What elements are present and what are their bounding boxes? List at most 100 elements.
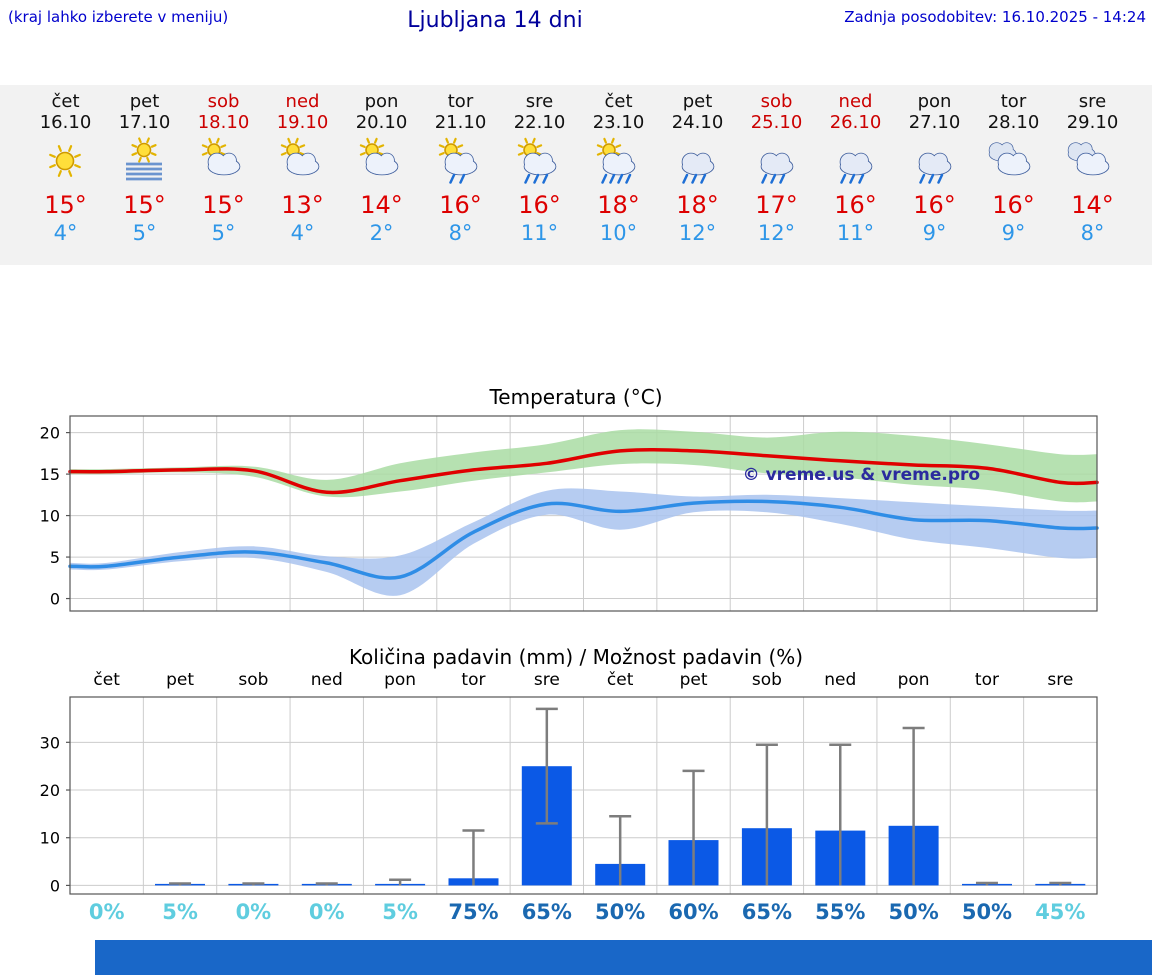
day-column[interactable]: tor 21.10 16° 8° xyxy=(421,85,500,265)
svg-text:sre: sre xyxy=(1047,670,1073,690)
max-temperature: 14° xyxy=(1071,191,1114,219)
day-icon-wrap xyxy=(342,137,421,185)
day-icon-wrap xyxy=(500,137,579,185)
day-column[interactable]: sob 18.10 15° 5° xyxy=(184,85,263,265)
day-icon-wrap xyxy=(895,137,974,185)
svg-text:30: 30 xyxy=(40,733,60,752)
max-temperature: 17° xyxy=(755,191,798,219)
cloudy-icon xyxy=(988,142,1030,176)
svg-text:tor: tor xyxy=(975,670,999,690)
max-temperature: 16° xyxy=(834,191,877,219)
max-temperature: 16° xyxy=(992,191,1035,219)
min-temperature: 4° xyxy=(53,221,78,245)
day-column[interactable]: sob 25.10 17° 12° xyxy=(737,85,816,265)
day-date: 21.10 xyxy=(434,112,487,133)
min-temperature: 8° xyxy=(1080,221,1105,245)
day-column[interactable]: ned 26.10 16° 11° xyxy=(816,85,895,265)
day-column[interactable]: pet 24.10 18° 12° xyxy=(658,85,737,265)
svg-text:ned: ned xyxy=(311,670,343,690)
svg-text:0%: 0% xyxy=(236,900,272,924)
min-temperature: 9° xyxy=(922,221,947,245)
svg-text:75%: 75% xyxy=(448,900,498,924)
day-name: sre xyxy=(525,91,554,112)
svg-text:pon: pon xyxy=(384,670,416,690)
day-icon-wrap xyxy=(737,137,816,185)
svg-text:ned: ned xyxy=(824,670,856,690)
day-date: 17.10 xyxy=(118,112,171,133)
max-temperature: 18° xyxy=(597,191,640,219)
max-temperature: 15° xyxy=(202,191,245,219)
sunny-icon xyxy=(48,145,81,177)
svg-text:50%: 50% xyxy=(595,900,645,924)
day-icon-wrap xyxy=(421,137,500,185)
day-column[interactable]: sre 22.10 16° 11° xyxy=(500,85,579,265)
day-name: tor xyxy=(447,91,474,112)
day-name: sre xyxy=(1078,91,1107,112)
svg-text:0%: 0% xyxy=(309,900,345,924)
day-name: čet xyxy=(604,91,633,112)
day-column[interactable]: sre 29.10 14° 8° xyxy=(1053,85,1132,265)
svg-text:65%: 65% xyxy=(522,900,572,924)
svg-text:čet: čet xyxy=(93,670,120,690)
day-icon-wrap xyxy=(974,137,1053,185)
temperature-chart-title: Temperatura (°C) xyxy=(489,385,663,409)
rain-icon xyxy=(760,152,793,184)
last-update: Zadnja posodobitev: 16.10.2025 - 14:24 xyxy=(844,8,1146,26)
day-name: pon xyxy=(364,91,399,112)
day-column[interactable]: pet 17.10 15° 5° xyxy=(105,85,184,265)
max-temperature: 14° xyxy=(360,191,403,219)
rain-icon xyxy=(918,152,951,184)
partly-cloudy-icon xyxy=(201,137,240,176)
day-icon-wrap xyxy=(658,137,737,185)
precipitation-chart: 0 10 20 30 čet pet sob ned pon tor sre čet pet sob ned… xyxy=(40,670,1098,924)
day-icon-wrap xyxy=(1053,137,1132,185)
svg-text:sre: sre xyxy=(534,670,560,690)
day-column[interactable]: pon 20.10 14° 2° xyxy=(342,85,421,265)
day-date: 26.10 xyxy=(829,112,882,133)
day-name: ned xyxy=(285,91,320,112)
day-name: pon xyxy=(917,91,952,112)
svg-text:pet: pet xyxy=(680,670,708,690)
cloudy-icon xyxy=(1067,142,1109,176)
sun-showers-icon xyxy=(438,137,477,184)
day-column[interactable]: čet 23.10 18° 10° xyxy=(579,85,658,265)
svg-text:0: 0 xyxy=(50,876,60,895)
day-name: tor xyxy=(1000,91,1027,112)
svg-text:5%: 5% xyxy=(162,900,198,924)
rain-icon xyxy=(839,152,872,184)
day-icon-wrap xyxy=(579,137,658,185)
min-temperature: 11° xyxy=(520,221,559,245)
svg-text:pet: pet xyxy=(166,670,194,690)
partly-cloudy-icon xyxy=(280,137,319,176)
svg-text:pon: pon xyxy=(898,670,930,690)
day-column[interactable]: ned 19.10 13° 4° xyxy=(263,85,342,265)
fog-sun-icon xyxy=(125,137,162,181)
day-date: 25.10 xyxy=(750,112,803,133)
precipitation-chart-block: Količina padavin (mm) / Možnost padavin … xyxy=(0,645,1152,931)
svg-text:0: 0 xyxy=(50,590,60,609)
svg-text:60%: 60% xyxy=(668,900,718,924)
temperature-chart-block: Temperatura (°C) 0 5 10 15 20 © vreme.us & vr… xyxy=(0,385,1152,625)
svg-text:sob: sob xyxy=(752,670,782,690)
day-date: 23.10 xyxy=(592,112,645,133)
svg-text:5: 5 xyxy=(50,548,60,567)
sun-rain-icon xyxy=(517,137,556,184)
day-column[interactable]: tor 28.10 16° 9° xyxy=(974,85,1053,265)
day-column[interactable]: čet 16.10 15° 4° xyxy=(26,85,105,265)
svg-text:10: 10 xyxy=(40,829,60,848)
max-temperature: 13° xyxy=(281,191,324,219)
min-temperature: 4° xyxy=(290,221,315,245)
day-date: 29.10 xyxy=(1066,112,1119,133)
max-temperature: 18° xyxy=(676,191,719,219)
day-column[interactable]: pon 27.10 16° 9° xyxy=(895,85,974,265)
min-temperature: 11° xyxy=(836,221,875,245)
menu-hint: (kraj lahko izberete v meniju) xyxy=(8,8,229,26)
svg-text:55%: 55% xyxy=(815,900,865,924)
svg-text:15: 15 xyxy=(40,465,60,484)
day-name: sob xyxy=(207,91,240,112)
min-temperature: 5° xyxy=(132,221,157,245)
svg-text:čet: čet xyxy=(607,670,634,690)
day-date: 24.10 xyxy=(671,112,724,133)
max-temperature: 16° xyxy=(518,191,561,219)
svg-text:10: 10 xyxy=(40,507,60,526)
